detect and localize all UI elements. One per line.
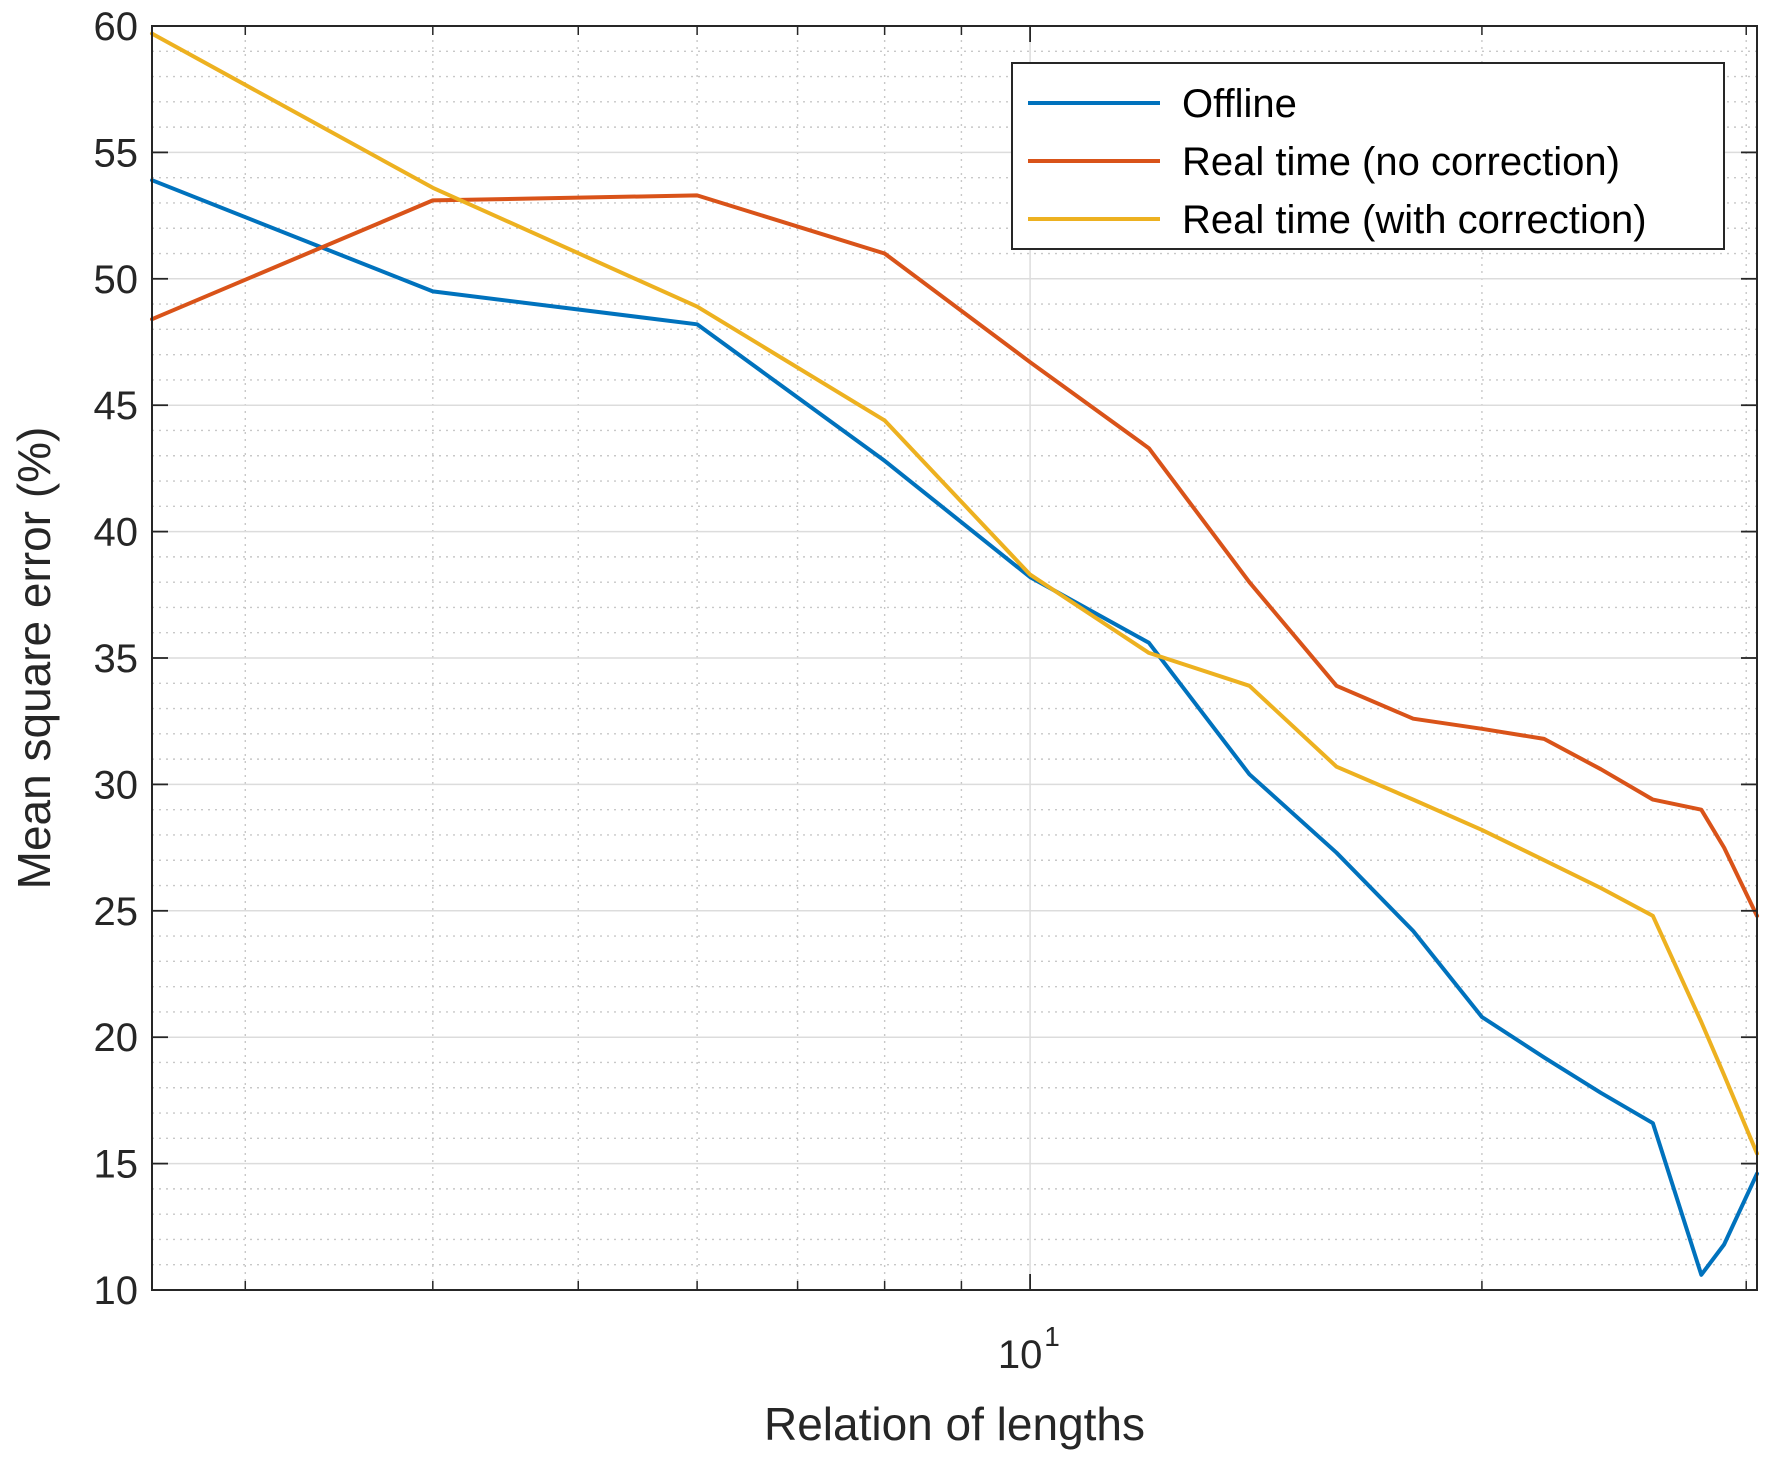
major-grid	[152, 26, 1757, 1290]
legend-entry-0: Offline	[1182, 82, 1297, 126]
y-tick-label: 10	[94, 1269, 139, 1313]
series-lines	[150, 31, 1759, 1277]
y-tick-label: 50	[94, 258, 139, 302]
y-tick-label: 55	[94, 131, 139, 175]
legend-entry-1: Real time (no correction)	[1182, 140, 1620, 184]
legend: Offline Real time (no correction) Real tim…	[1011, 62, 1725, 250]
y-tick-label: 15	[94, 1143, 139, 1187]
series-line-0	[150, 178, 1759, 1277]
y-tick-labels: 10 15 20 25 30 35 40 45 50 55 60	[94, 5, 139, 1313]
x-tick-label: 10	[998, 1333, 1043, 1377]
x-axis-label: Relation of lengths	[764, 1398, 1145, 1450]
x-tick-labels: 10 1	[998, 1321, 1060, 1377]
y-tick-label: 25	[94, 890, 139, 934]
series-line-2	[150, 31, 1759, 1156]
y-tick-label: 45	[94, 384, 139, 428]
y-tick-label: 20	[94, 1016, 139, 1060]
y-tick-label: 40	[94, 511, 139, 555]
y-tick-label: 35	[94, 637, 139, 681]
y-tick-label: 60	[94, 5, 139, 49]
series-line-1	[150, 193, 1759, 918]
y-tick-label: 30	[94, 763, 139, 807]
legend-entry-2: Real time (with correction)	[1182, 198, 1647, 242]
x-tick-exponent: 1	[1044, 1321, 1060, 1352]
y-axis-label: Mean square error (%)	[8, 427, 60, 890]
axis-ticks	[152, 25, 1757, 1291]
